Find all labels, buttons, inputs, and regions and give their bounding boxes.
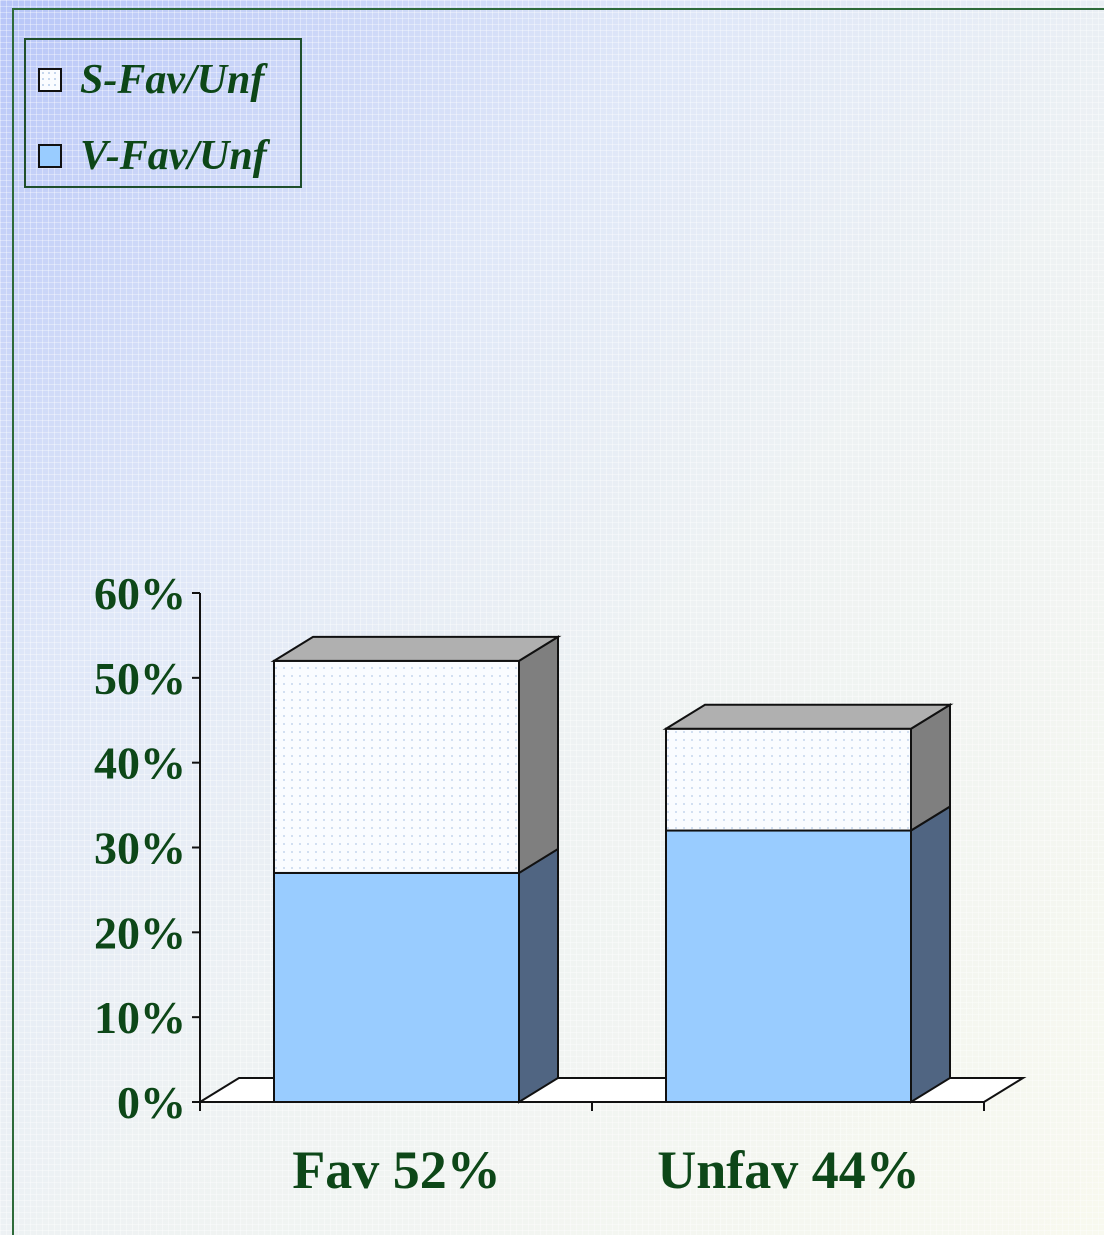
legend-item-s-fav-unf: S-Fav/Unf [38, 57, 264, 103]
legend-label-v-fav-unf: V-Fav/Unf [80, 133, 267, 179]
y-tick-label: 30% [94, 823, 186, 874]
slide-frame [12, 8, 1104, 1235]
bar-s-fav-unf-front [665, 727, 912, 832]
bar-group [662, 702, 954, 1104]
legend-swatch-v-fav-unf [38, 144, 62, 168]
bar-s-fav-unf-side [518, 635, 559, 875]
y-tick-label: 40% [94, 738, 186, 789]
bar-v-fav-unf-front [273, 871, 520, 1104]
legend-item-v-fav-unf: V-Fav/Unf [38, 133, 267, 179]
x-category-label: Fav 52% [292, 1140, 501, 1200]
bar-s-fav-unf-top [662, 703, 954, 730]
y-tick-label: 10% [94, 992, 186, 1043]
bar-v-fav-unf-front [665, 829, 912, 1103]
bar-v-fav-unf-side [910, 804, 951, 1104]
bar-v-fav-unf-side [518, 847, 559, 1104]
chart-legend: S-Fav/Unf V-Fav/Unf [24, 38, 302, 188]
legend-label-s-fav-unf: S-Fav/Unf [80, 57, 265, 103]
bar-s-fav-unf-top [270, 635, 562, 662]
y-tick-label: 0% [117, 1077, 186, 1128]
bar-group [270, 635, 562, 1104]
y-tick-label: 20% [94, 907, 186, 958]
bar-s-fav-unf-front [273, 659, 520, 874]
y-tick-label: 50% [94, 653, 186, 704]
legend-swatch-s-fav-unf [38, 68, 62, 92]
y-tick-label: 60% [94, 568, 186, 619]
x-category-label: Unfav 44% [657, 1140, 920, 1200]
